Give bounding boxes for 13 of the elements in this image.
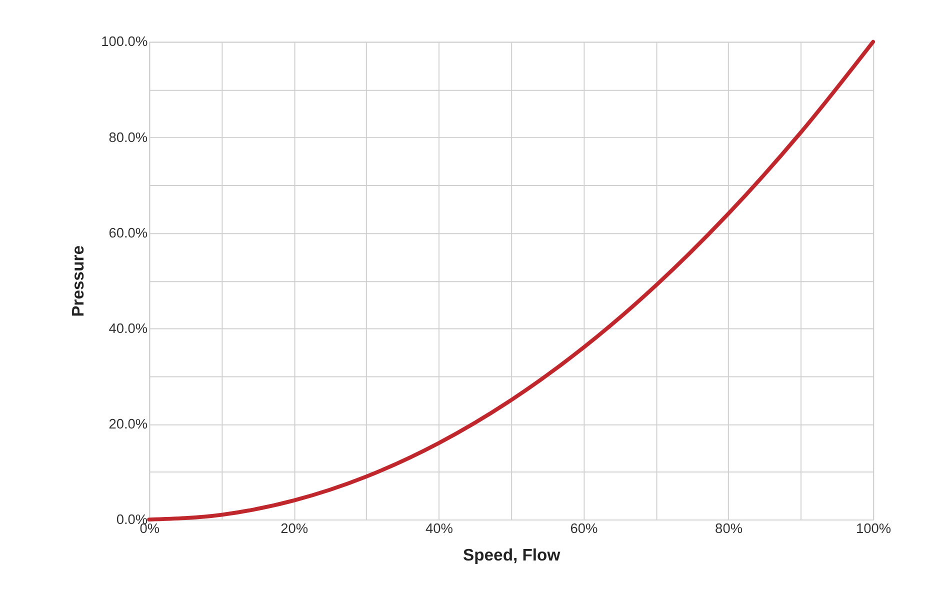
x-tick-label: 60%: [570, 520, 598, 536]
y-tick-label: 20.0%: [108, 416, 148, 432]
line-series: [147, 40, 876, 522]
y-tick-label: 100.0%: [101, 34, 148, 50]
y-tick-label: 60.0%: [108, 225, 148, 240]
x-tick-label: 100%: [856, 520, 892, 536]
y-axis-title: Pressure: [68, 245, 88, 317]
y-tick-label: 40.0%: [108, 320, 148, 336]
x-tick-label: 40%: [425, 520, 453, 536]
y-tick-label: 80.0%: [108, 130, 148, 145]
x-tick-label: 20%: [280, 520, 308, 536]
x-axis-title: Speed, Flow: [463, 545, 560, 564]
x-tick-label: 80%: [715, 520, 743, 536]
